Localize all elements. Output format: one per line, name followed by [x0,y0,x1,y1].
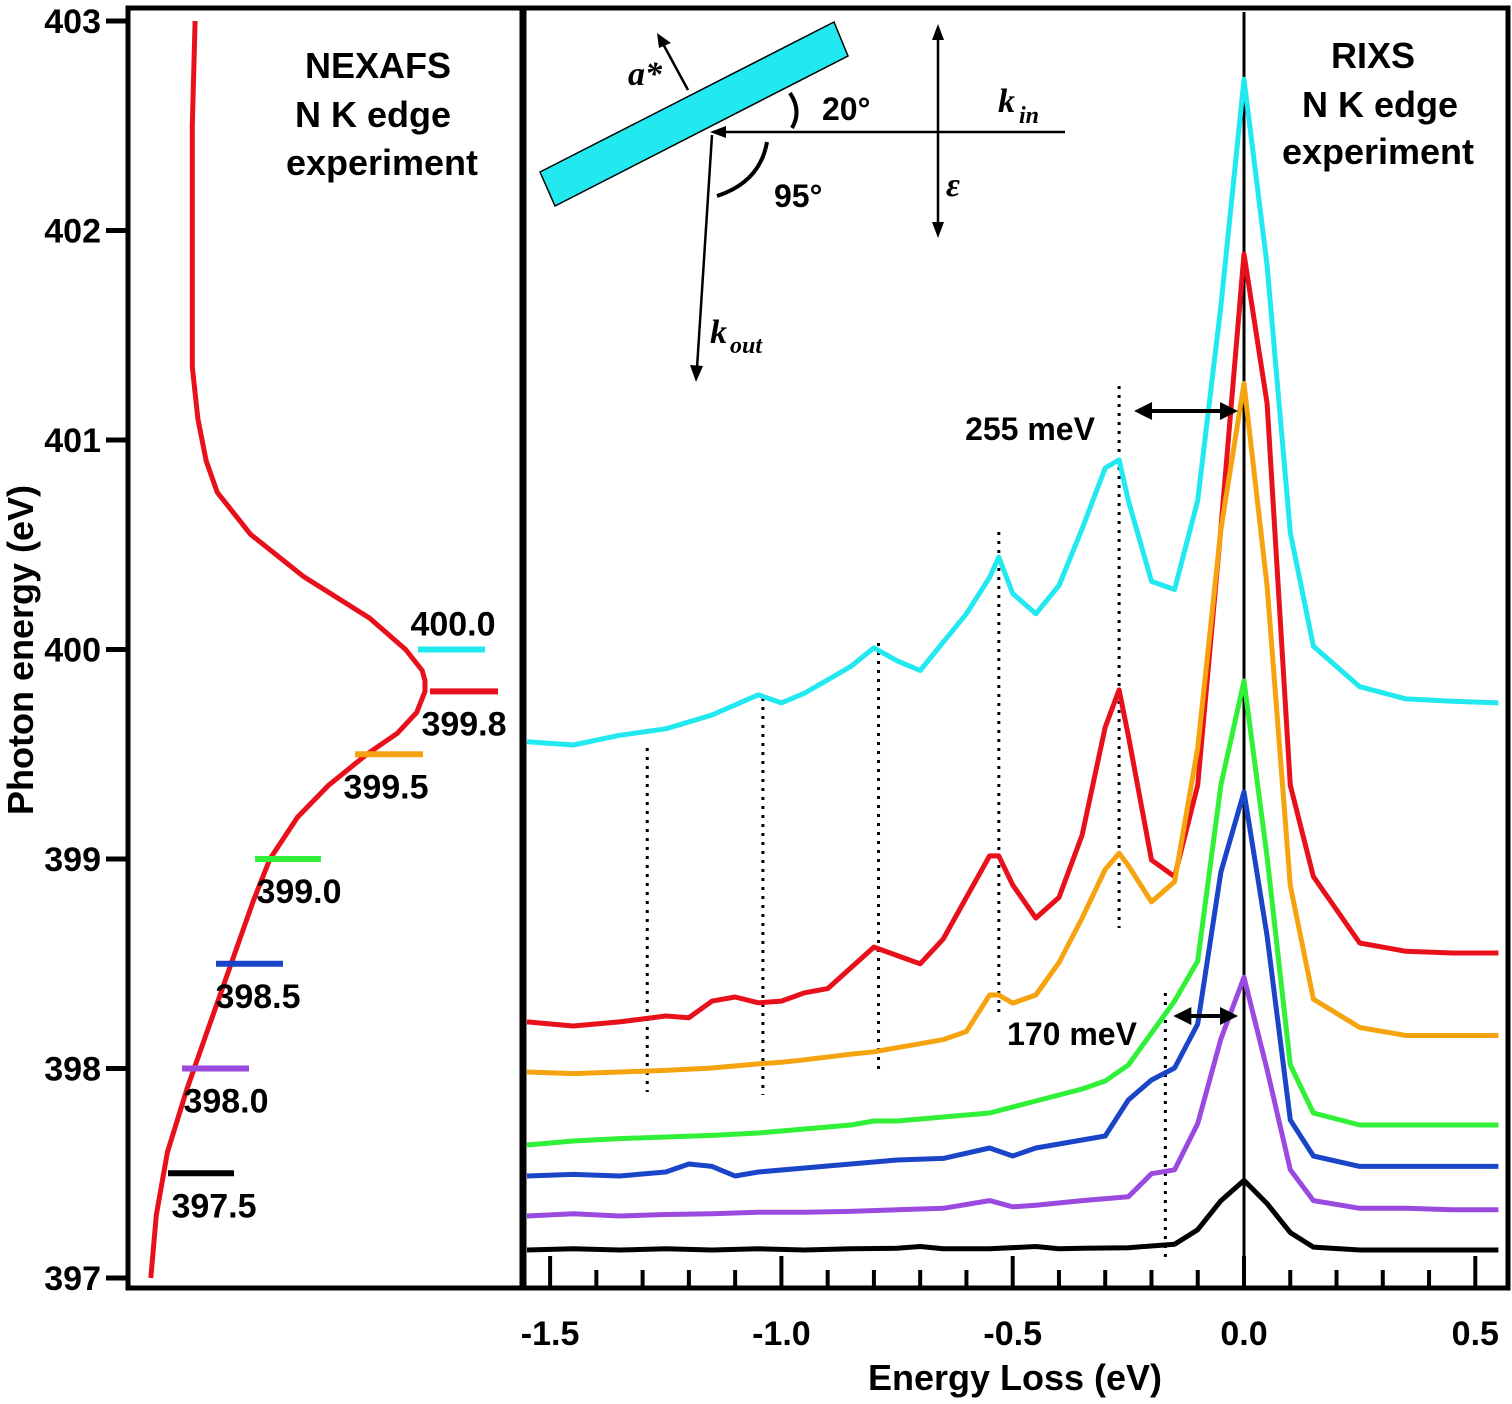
polarization-arrowhead-bottom [932,222,944,238]
rixs-panel: -1.5 -1.0 -0.5 0.0 0.5 255 meV 170 meV RIXS … [521,5,1511,1398]
k-out-arrowhead [690,365,703,382]
y-tick-label: 402 [44,213,101,251]
excitation-marker-label: 399.5 [343,768,428,806]
y-tick-label: 400 [44,632,101,670]
excitation-marker-label: 400.0 [410,606,495,644]
rixs-spectrum-399.5 [526,381,1499,1077]
angle-95-label: 95° [774,178,822,214]
excitation-marker-label: 398.5 [215,978,300,1016]
a-star-label: a* [628,56,663,93]
y-axis-title: Photon energy (eV) [0,485,41,815]
rixs-title-line3: experiment [1282,131,1474,172]
polarization-label: ε [946,167,960,204]
x-tick-label: -1.5 [521,1315,580,1353]
angle-20-label: 20° [822,91,870,127]
nexafs-title-line2: N K edge [295,94,451,135]
angle-arc-20 [788,91,799,130]
x-tick-label: -1.0 [752,1315,811,1353]
polarization-arrowhead-top [932,24,944,40]
k-in-subscript: in [1019,103,1039,129]
a-star-arrowhead [657,33,671,48]
x-axis-title: Energy Loss (eV) [868,1357,1162,1398]
k-in-arrowhead [710,126,726,138]
annotation-170-mev: 170 meV [1007,1007,1238,1052]
rixs-spectrum-399.8 [526,251,1499,1029]
a-star-arrow [660,41,690,91]
scattering-geometry-inset: a* k in k out ε 20° 95° [539,20,1065,382]
excitation-marker-label: 397.5 [171,1187,256,1225]
arrow-255-mev-head-left [1134,402,1153,420]
k-out-label: k [710,314,727,351]
rixs-spectrum-398.5 [526,789,1499,1179]
rixs-spectrum-399.0 [526,678,1499,1148]
vibrational-guide-lines [645,386,1167,1258]
nexafs-title-line1: NEXAFS [305,45,451,86]
k-in-label: k [998,83,1015,120]
angle-arc-95 [716,141,769,198]
nexafs-y-ticks: 397 398 399 400 401 402 403 [44,3,128,1298]
annotation-170-mev-label: 170 meV [1007,1016,1138,1052]
excitation-markers: 400.0 399.8 399.5 399.0 398.5 398.0 397.5 [168,606,507,1225]
annotation-255-mev: 255 meV [965,402,1238,447]
k-out-subscript: out [730,333,763,359]
y-tick-label: 399 [44,841,101,879]
arrow-255-mev-head-right [1220,402,1238,420]
x-tick-label: 0.0 [1220,1315,1267,1353]
x-tick-label: 0.5 [1452,1315,1499,1353]
excitation-marker-label: 399.0 [256,873,341,911]
k-out-beam [695,134,714,369]
rixs-spectra [526,76,1499,1253]
nexafs-spectrum-line [148,20,428,1279]
excitation-marker-label: 398.0 [183,1083,268,1121]
x-tick-label: -0.5 [983,1315,1042,1353]
y-tick-label: 401 [44,422,101,460]
rixs-title-line2: N K edge [1302,84,1458,125]
nexafs-title-line3: experiment [286,142,478,183]
arrow-170-mev-head-right [1220,1007,1238,1025]
annotation-255-mev-label: 255 meV [965,411,1096,447]
y-tick-label: 397 [44,1260,101,1298]
rixs-frame [521,5,1511,1291]
y-tick-label: 398 [44,1051,101,1089]
excitation-marker-label: 399.8 [421,705,506,743]
nexafs-panel: 397 398 399 400 401 402 403 400.0 399.8 399.5 399… [0,3,525,1298]
y-tick-label: 403 [44,3,101,41]
arrow-170-mev-head-left [1173,1007,1192,1025]
sample-crystal [539,20,849,208]
rixs-spectrum-400.0 [526,76,1499,748]
rixs-spectrum-397.5 [526,1177,1499,1253]
rixs-spectrum-398.0 [526,974,1499,1219]
rixs-x-ticks: -1.5 -1.0 -0.5 0.0 0.5 [521,1256,1499,1353]
rixs-title-line1: RIXS [1331,35,1415,76]
